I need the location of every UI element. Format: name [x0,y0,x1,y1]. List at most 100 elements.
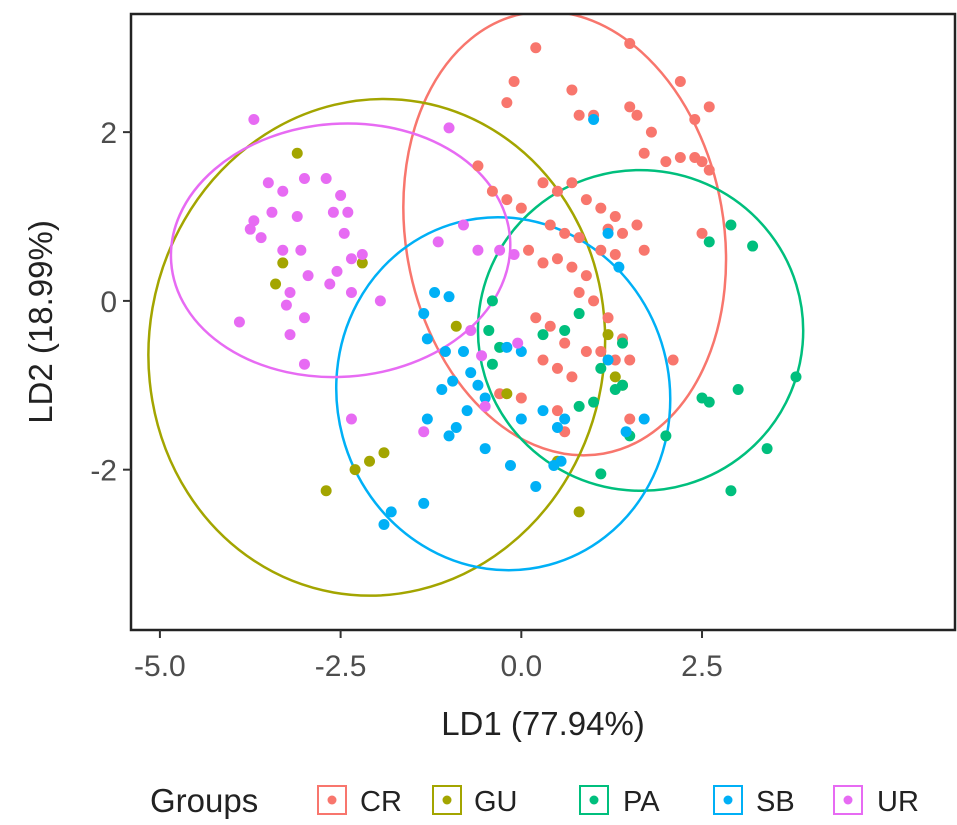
point-gu [270,278,282,290]
legend-label: SB [756,786,795,818]
point-cr [501,194,513,206]
point-cr [595,202,607,214]
point-cr [638,147,650,159]
point-sb [551,421,563,433]
point-sb [450,421,462,433]
point-cr [689,113,701,125]
point-cr [566,261,578,273]
point-sb [602,227,614,239]
point-pa [790,371,802,383]
point-pa [703,396,715,408]
point-pa [732,384,744,396]
point-cr [551,362,563,374]
legend-key [579,785,609,815]
point-pa [747,240,759,252]
legend: Groups CR GU PA SB UR [150,782,919,819]
point-ur [295,244,307,256]
point-gu [349,464,361,476]
point-ur [465,324,477,336]
plot-border [129,12,957,632]
point-ur [266,206,278,218]
legend-item-pa: PA [579,785,660,818]
point-ur [345,413,357,425]
point-pa [486,358,498,370]
point-ur [476,350,488,362]
point-ur [284,329,296,341]
y-axis: 2 0 -2 [90,117,131,488]
point-cr [544,219,556,231]
point-cr [696,227,708,239]
point-gu [277,257,289,269]
point-ur [338,227,350,239]
point-sb [501,341,513,353]
point-ur [298,173,310,185]
point-pa [573,308,585,320]
point-ur [248,215,260,227]
point-cr [624,38,636,50]
legend-label: UR [877,786,919,818]
point-cr [551,185,563,197]
point-ur [342,206,354,218]
point-sb [472,379,484,391]
legend-key [432,785,462,815]
point-cr [566,177,578,189]
point-cr [515,202,527,214]
point-ur [298,312,310,324]
point-cr [573,232,585,244]
legend-label: PA [623,786,660,818]
point-cr [595,244,607,256]
point-sb [436,384,448,396]
legend-key [317,785,347,815]
point-sb [588,113,600,125]
x-tick-label: 0.0 [500,650,542,683]
confidence-ellipses [147,14,805,597]
point-sb [421,333,433,345]
point-cr [508,76,520,88]
point-cr [667,354,679,366]
point-cr [537,177,549,189]
point-cr [624,354,636,366]
point-sb [559,413,571,425]
point-cr [573,109,585,121]
point-sb [385,506,397,518]
point-cr [537,257,549,269]
point-pa [617,337,629,349]
point-pa [537,329,549,341]
point-sb [443,291,455,303]
point-cr [551,405,563,417]
legend-key-dot [843,795,853,805]
point-sb [515,346,527,358]
point-sb [537,405,549,417]
point-sb [530,481,542,493]
legend-item-gu: GU [432,785,518,818]
point-sb [447,375,459,387]
point-gu [573,506,585,518]
point-sb [461,405,473,417]
point-sb [421,413,433,425]
point-cr [660,156,672,168]
point-pa [559,324,571,336]
point-cr [580,194,592,206]
legend-item-cr: CR [317,785,402,818]
ellipse-sb [334,215,672,572]
point-ur [320,173,332,185]
point-ur [472,244,484,256]
y-tick-label: -2 [90,455,117,488]
point-pa [703,236,715,248]
y-axis-title: LD2 (18.99%) [22,220,59,424]
point-cr [472,160,484,172]
point-cr [638,244,650,256]
point-gu [609,371,621,383]
legend-key [833,785,863,815]
point-cr [566,371,578,383]
point-gu [364,455,376,467]
point-ur [248,113,260,125]
point-ur [284,286,296,298]
point-cr [501,97,513,109]
point-sb [515,413,527,425]
point-ur [324,278,336,290]
point-ur [327,206,339,218]
point-sb [602,354,614,366]
legend-key-dot [723,795,733,805]
